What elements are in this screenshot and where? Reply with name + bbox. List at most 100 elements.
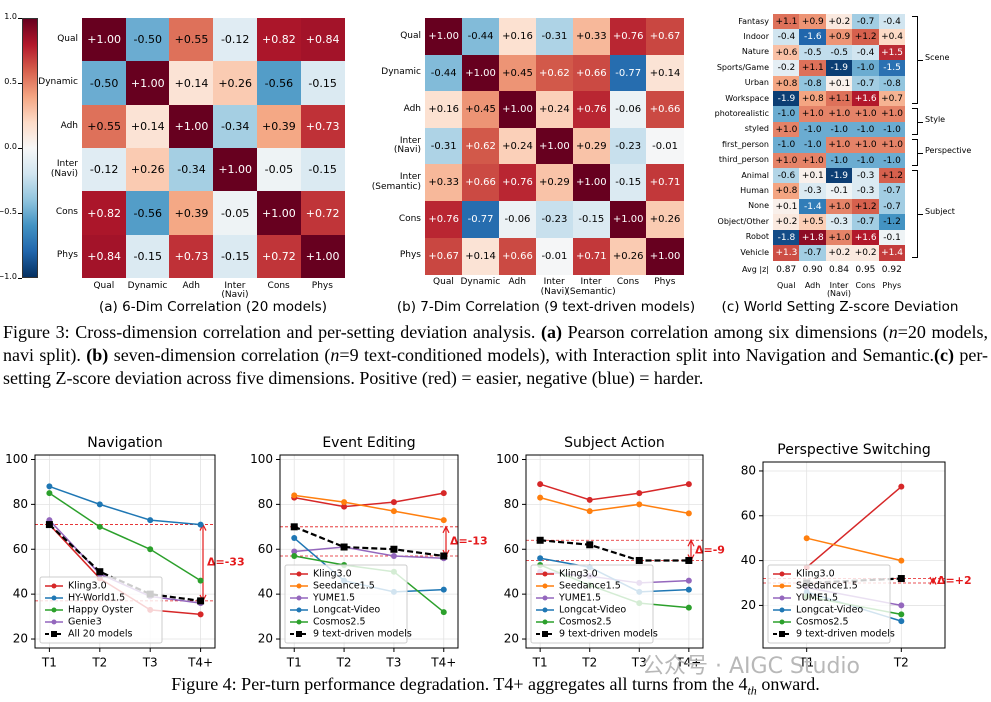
heatmap-cell: -1.8 [773, 229, 800, 246]
heatmap-cell: -1.0 [799, 121, 827, 138]
x-tick-label: T3 [385, 656, 401, 670]
heatmap-cell: +0.2 [773, 214, 800, 231]
heatmap-cell: +0.26 [646, 201, 684, 239]
legend-label: Kling3.0 [796, 569, 835, 580]
heatmap-cell: +0.39 [169, 191, 214, 235]
legend-label: YUME1.5 [312, 593, 355, 604]
y-tick-label: Vehicle [740, 247, 769, 257]
y-tick-label: Inter (Navi) [50, 159, 78, 179]
delta-annotation: Δ=-9 [695, 543, 725, 556]
marker [197, 577, 204, 584]
caption-text: Figure 4: Per-turn performance degradati… [171, 674, 748, 694]
legend-marker [542, 619, 548, 625]
heatmap-cell: +0.84 [300, 18, 345, 62]
heatmap-cell: +1.1 [773, 14, 800, 30]
caption-text: seven-dimension correlation ( [108, 345, 331, 365]
caption-text: Pearson correlation among six dimensions… [562, 322, 889, 342]
heatmap-cell: -0.5 [799, 44, 827, 61]
heatmap-cell: -0.4 [773, 29, 800, 46]
heatmap-cell: +1.0 [852, 106, 880, 123]
x-tick-label: T2 [91, 656, 107, 670]
heatmap-cell: +1.1 [825, 91, 853, 107]
chart-title: Event Editing [322, 435, 415, 451]
x-tick-label: Phys [882, 280, 902, 290]
group-label: Style [925, 114, 946, 124]
marker [96, 523, 103, 530]
group-label: Subject [925, 207, 955, 217]
heatmap-cell: +0.6 [773, 44, 800, 61]
delta-annotation: Δ=-33 [207, 556, 245, 569]
heatmap-cell: +1.6 [852, 91, 880, 107]
heatmap-cell: -0.34 [169, 147, 214, 192]
group-bracket [912, 139, 918, 166]
series-line [806, 537, 902, 562]
heatmap-cell: -0.7 [852, 14, 880, 30]
heatmap-cell: -0.06 [609, 91, 647, 129]
caption-text: =9 text-conditioned models), with Intera… [339, 345, 935, 365]
legend-label: 9 text-driven models [796, 629, 895, 640]
legend-label: Cosmos2.5 [559, 617, 612, 628]
marker [197, 611, 204, 618]
legend-box [39, 576, 163, 644]
series-line [48, 492, 201, 582]
marker [197, 597, 205, 605]
y-tick-label: Avg |z| [742, 264, 769, 274]
marker [537, 494, 544, 501]
heatmap-cell: +0.39 [256, 104, 301, 149]
heatmap-cell: +1.00 [609, 201, 647, 239]
caption-text: onward. [756, 674, 820, 694]
heatmap-cell: +1.0 [799, 152, 827, 169]
marker [390, 545, 398, 553]
heatmap-cell: +1.00 [572, 164, 610, 202]
marker [96, 568, 104, 576]
heatmap-cell: +1.0 [825, 106, 853, 123]
marker [897, 575, 905, 583]
heatmap-cell: -0.4 [852, 44, 880, 61]
legend-marker [779, 583, 785, 589]
y-tick-label: Nature [741, 47, 769, 57]
heatmap-cell: -1.0 [799, 137, 827, 154]
x-tick-label: Inter (Navi) [221, 280, 249, 301]
heatmap-cell: +0.16 [425, 91, 463, 129]
group-bracket-tick [918, 214, 923, 216]
heatmap-cell: +0.5 [799, 214, 827, 231]
colorbar-tick [18, 83, 22, 84]
heatmap-cell: +0.1 [799, 168, 827, 184]
x-tick-label: Inter (Navi) [540, 277, 568, 297]
legend-label: Kling3.0 [68, 581, 107, 592]
heatmap-cell: +0.8 [773, 75, 800, 92]
marker [536, 536, 544, 544]
y-tick-label: 40 [13, 587, 28, 601]
heatmap-cell: -0.23 [535, 201, 574, 239]
marker [636, 490, 643, 497]
heatmap-cell: +0.1 [773, 198, 800, 215]
marker [291, 548, 298, 555]
heatmap-cell: +0.66 [646, 91, 684, 129]
plot-frame [525, 454, 704, 649]
heatmap-cell: +0.14 [169, 61, 214, 106]
y-tick-label: Adh [60, 120, 78, 131]
y-tick-label: Adh [403, 103, 421, 114]
series-line [294, 494, 444, 521]
subfigure-caption: (c) World Setting Z-score Deviation [721, 299, 959, 315]
legend-marker [296, 571, 302, 577]
heatmap-cell: -1.0 [773, 137, 800, 154]
legend-label: Kling3.0 [559, 569, 598, 580]
heatmap-cell: -1.0 [852, 121, 880, 138]
heatmap-cell: +1.0 [799, 106, 827, 123]
heatmap-cell: +0.84 [82, 234, 127, 279]
marker [685, 556, 693, 564]
heatmap-cell: -0.15 [213, 234, 258, 279]
x-tick-label: T4+ [187, 656, 213, 670]
legend-marker [542, 583, 548, 589]
x-tick-label: Phys [311, 280, 333, 291]
delta-annotation: Δ=+2 [937, 574, 972, 587]
x-tick-label: Dynamic [460, 277, 501, 288]
heatmap-cell: +1.3 [773, 245, 800, 261]
plot-frame [34, 454, 216, 649]
heatmap-cell: -1.6 [799, 29, 827, 46]
y-tick-label: Indoor [743, 31, 769, 41]
heatmap-cell: +1.00 [213, 147, 258, 192]
y-tick-label: 60 [13, 542, 28, 556]
heatmap-cell: -0.1 [825, 183, 853, 200]
